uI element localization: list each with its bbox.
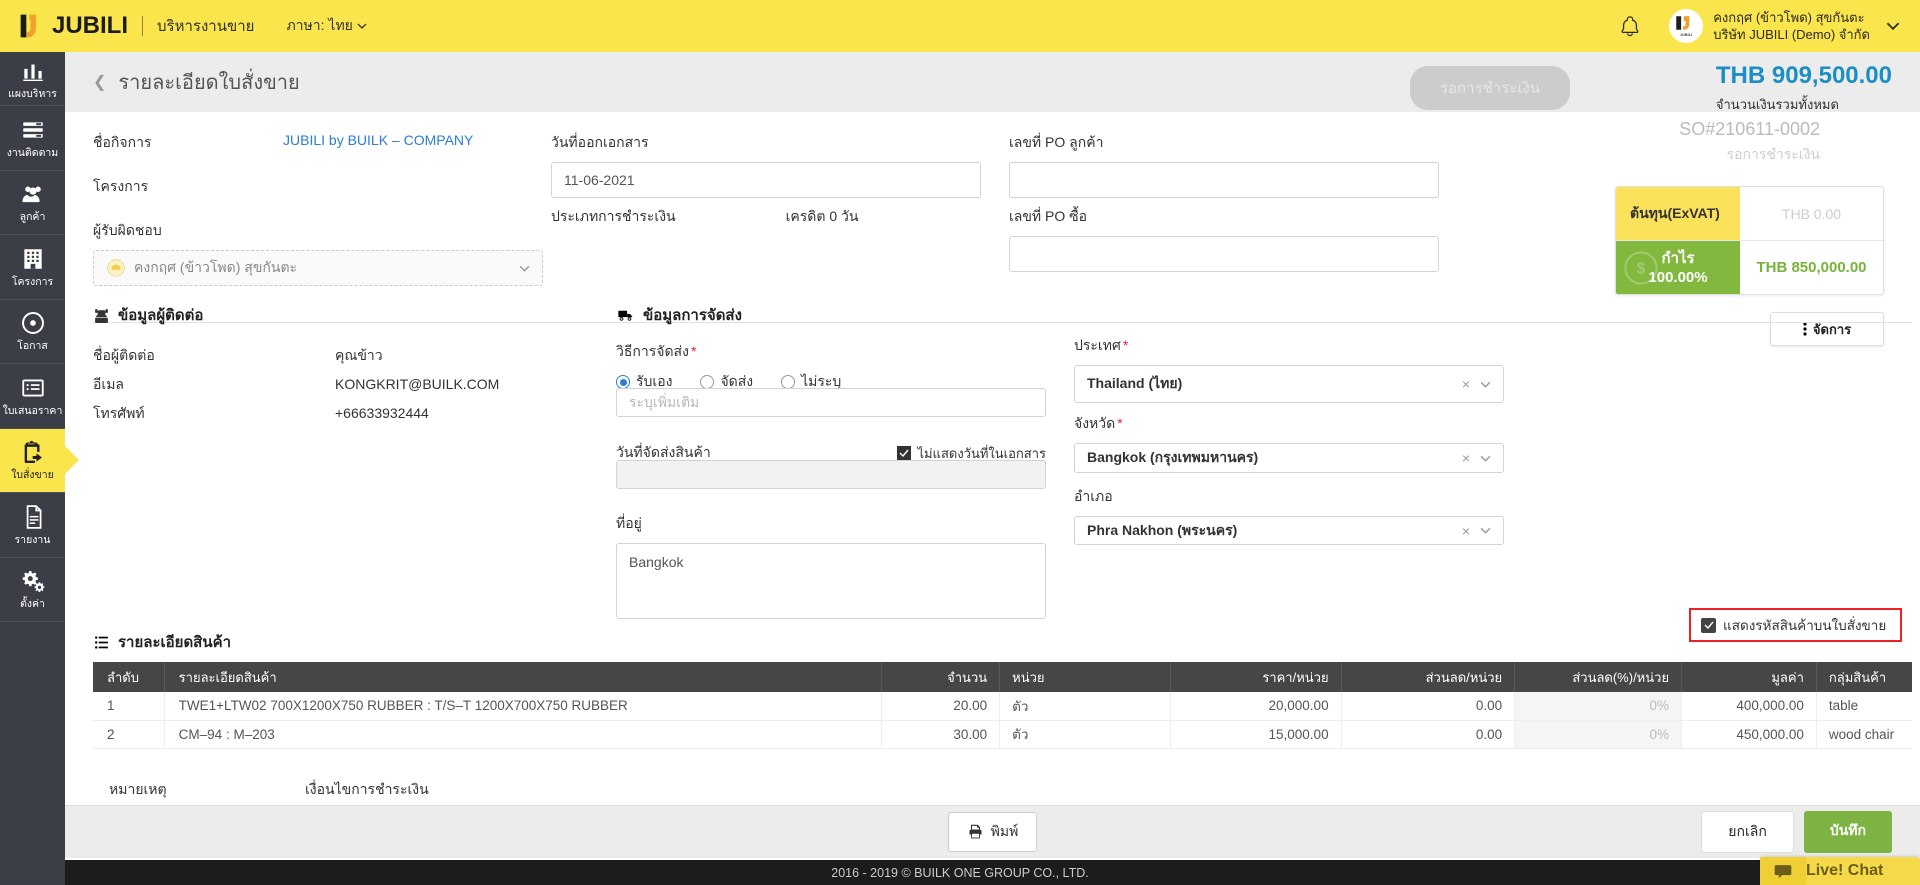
svg-text:JUBILI: JUBILI: [1680, 32, 1693, 37]
svg-text:$: $: [1637, 260, 1646, 277]
